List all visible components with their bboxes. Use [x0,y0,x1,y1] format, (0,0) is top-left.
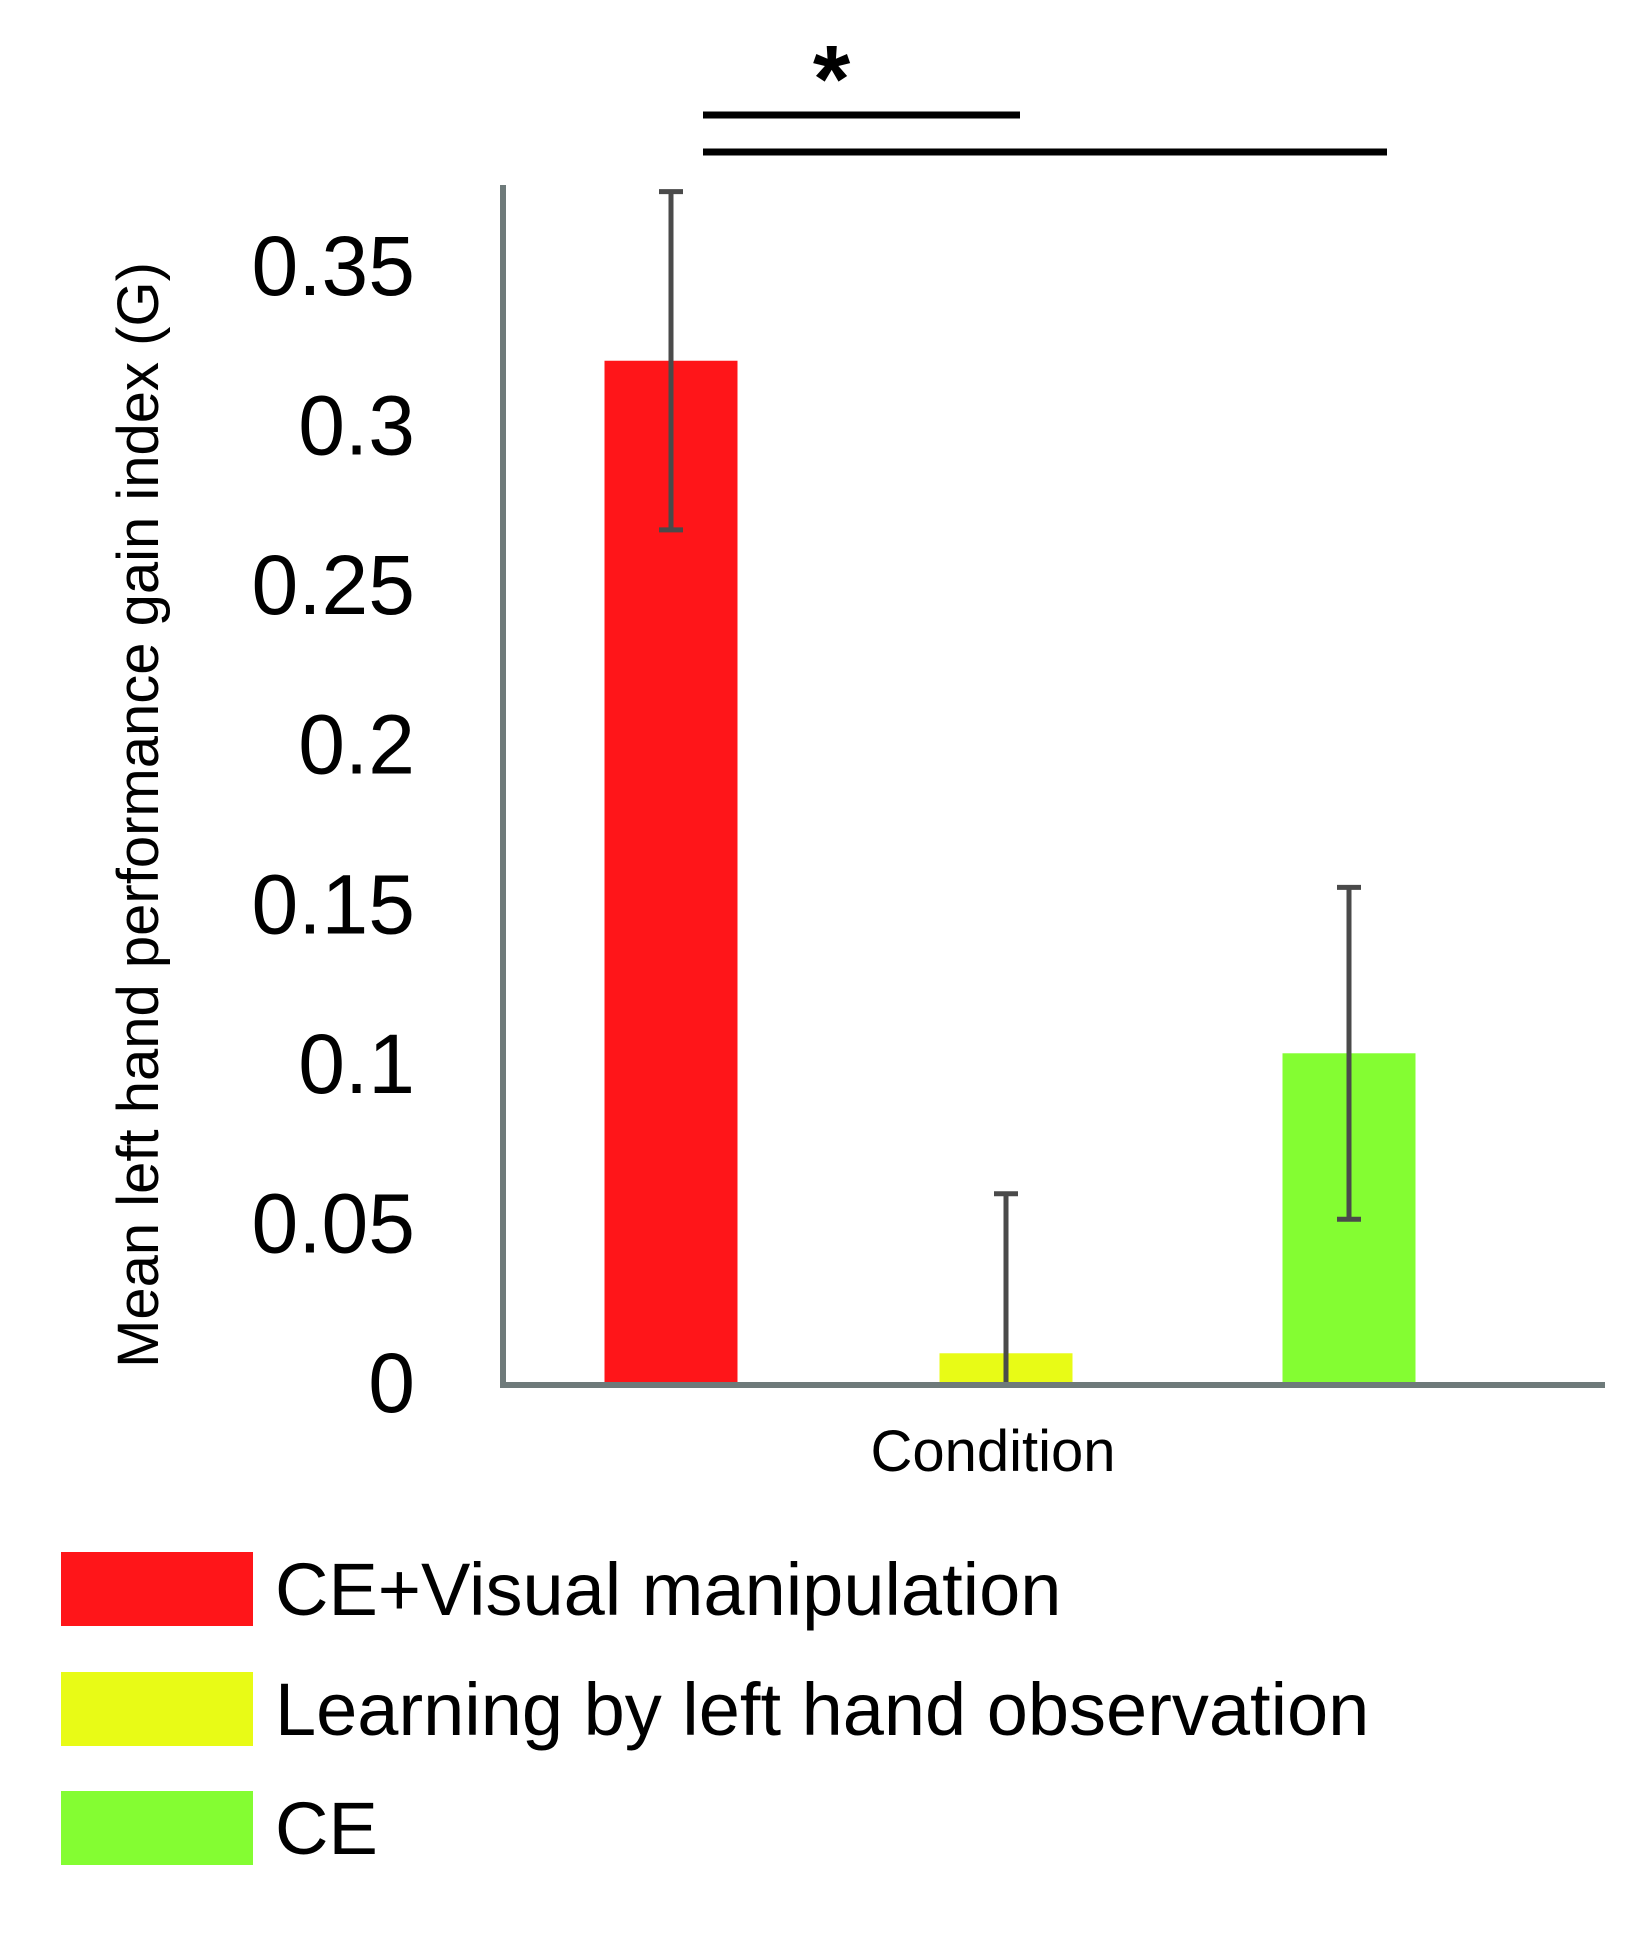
y-tick-label: 0.1 [298,1017,415,1111]
significance-star: * [813,26,851,133]
bars [604,360,1416,1382]
y-axis-title: Mean left hand performance gain index (G… [106,262,171,1368]
y-tick-label: 0.3 [298,379,415,473]
axes [500,185,1605,1388]
error-bars [659,189,1361,1382]
legend: CE+Visual manipulation Learning by left h… [61,1548,1369,1870]
y-tick-label: 0.35 [252,219,416,313]
y-tick-labels: 0 0.05 0.1 0.15 0.2 0.25 0.3 0.35 [252,219,416,1430]
legend-swatch-1 [61,1552,253,1626]
y-tick-label: 0.2 [298,698,415,792]
y-tick-label: 0.05 [252,1176,416,1270]
legend-label-2: Learning by left hand observation [275,1668,1369,1751]
legend-label-1: CE+Visual manipulation [275,1548,1061,1631]
legend-swatch-3 [61,1791,253,1865]
y-tick-label: 0.15 [252,857,416,951]
y-tick-label: 0.25 [252,538,416,632]
significance-brackets: * [703,26,1387,156]
legend-swatch-2 [61,1672,253,1746]
y-tick-label: 0 [368,1336,415,1430]
x-axis-title: Condition [870,1419,1115,1484]
legend-label-3: CE [275,1787,378,1870]
